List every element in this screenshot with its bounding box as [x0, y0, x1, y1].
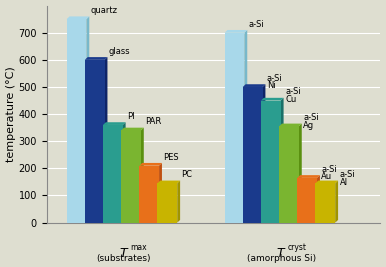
Text: Ag: Ag — [303, 121, 314, 130]
Polygon shape — [139, 163, 162, 166]
Text: glass: glass — [109, 47, 130, 56]
Polygon shape — [261, 98, 284, 101]
Text: Ni: Ni — [267, 81, 276, 91]
Text: $T$: $T$ — [119, 246, 129, 260]
Polygon shape — [177, 180, 180, 223]
Bar — [315, 183, 335, 223]
Bar — [297, 178, 317, 223]
Polygon shape — [244, 30, 247, 223]
Text: PES: PES — [163, 152, 179, 162]
Bar — [279, 126, 299, 223]
Text: a-Si: a-Si — [285, 88, 301, 96]
Polygon shape — [315, 180, 338, 183]
Text: Au: Au — [322, 172, 332, 181]
Polygon shape — [299, 124, 302, 223]
Text: max: max — [130, 243, 146, 252]
Polygon shape — [105, 57, 107, 223]
Text: a-Si: a-Si — [322, 165, 337, 174]
Text: a-Si: a-Si — [267, 74, 283, 83]
Text: cryst: cryst — [288, 243, 307, 252]
Bar — [225, 33, 244, 223]
Polygon shape — [317, 175, 320, 223]
Polygon shape — [67, 16, 89, 19]
Text: (amorphous Si): (amorphous Si) — [247, 254, 316, 263]
Polygon shape — [103, 122, 125, 125]
Polygon shape — [281, 98, 284, 223]
Text: a-Si: a-Si — [249, 20, 264, 29]
Text: PAR: PAR — [145, 117, 161, 126]
Polygon shape — [262, 84, 266, 223]
Polygon shape — [123, 122, 125, 223]
Polygon shape — [279, 124, 302, 126]
Polygon shape — [159, 163, 162, 223]
Bar — [139, 166, 159, 223]
Y-axis label: temperature (°C): temperature (°C) — [5, 66, 15, 162]
Polygon shape — [121, 128, 144, 130]
Polygon shape — [141, 128, 144, 223]
Polygon shape — [297, 175, 320, 178]
Text: a-Si: a-Si — [340, 170, 355, 179]
Polygon shape — [243, 84, 266, 87]
Polygon shape — [335, 180, 338, 223]
Polygon shape — [85, 57, 107, 60]
Text: Al: Al — [340, 178, 348, 187]
Text: Cu: Cu — [285, 95, 296, 104]
Polygon shape — [86, 16, 89, 223]
Bar — [261, 101, 281, 223]
Bar — [157, 183, 177, 223]
Text: quartz: quartz — [91, 6, 118, 15]
Bar — [243, 87, 262, 223]
Text: PC: PC — [181, 170, 193, 179]
Text: a-Si: a-Si — [303, 113, 319, 122]
Bar — [121, 130, 141, 223]
Polygon shape — [157, 180, 180, 183]
Bar — [67, 19, 86, 223]
Bar — [103, 125, 123, 223]
Text: $T$: $T$ — [276, 246, 287, 260]
Polygon shape — [225, 30, 247, 33]
Bar — [85, 60, 105, 223]
Text: PI: PI — [127, 112, 135, 121]
Text: (substrates): (substrates) — [96, 254, 151, 263]
